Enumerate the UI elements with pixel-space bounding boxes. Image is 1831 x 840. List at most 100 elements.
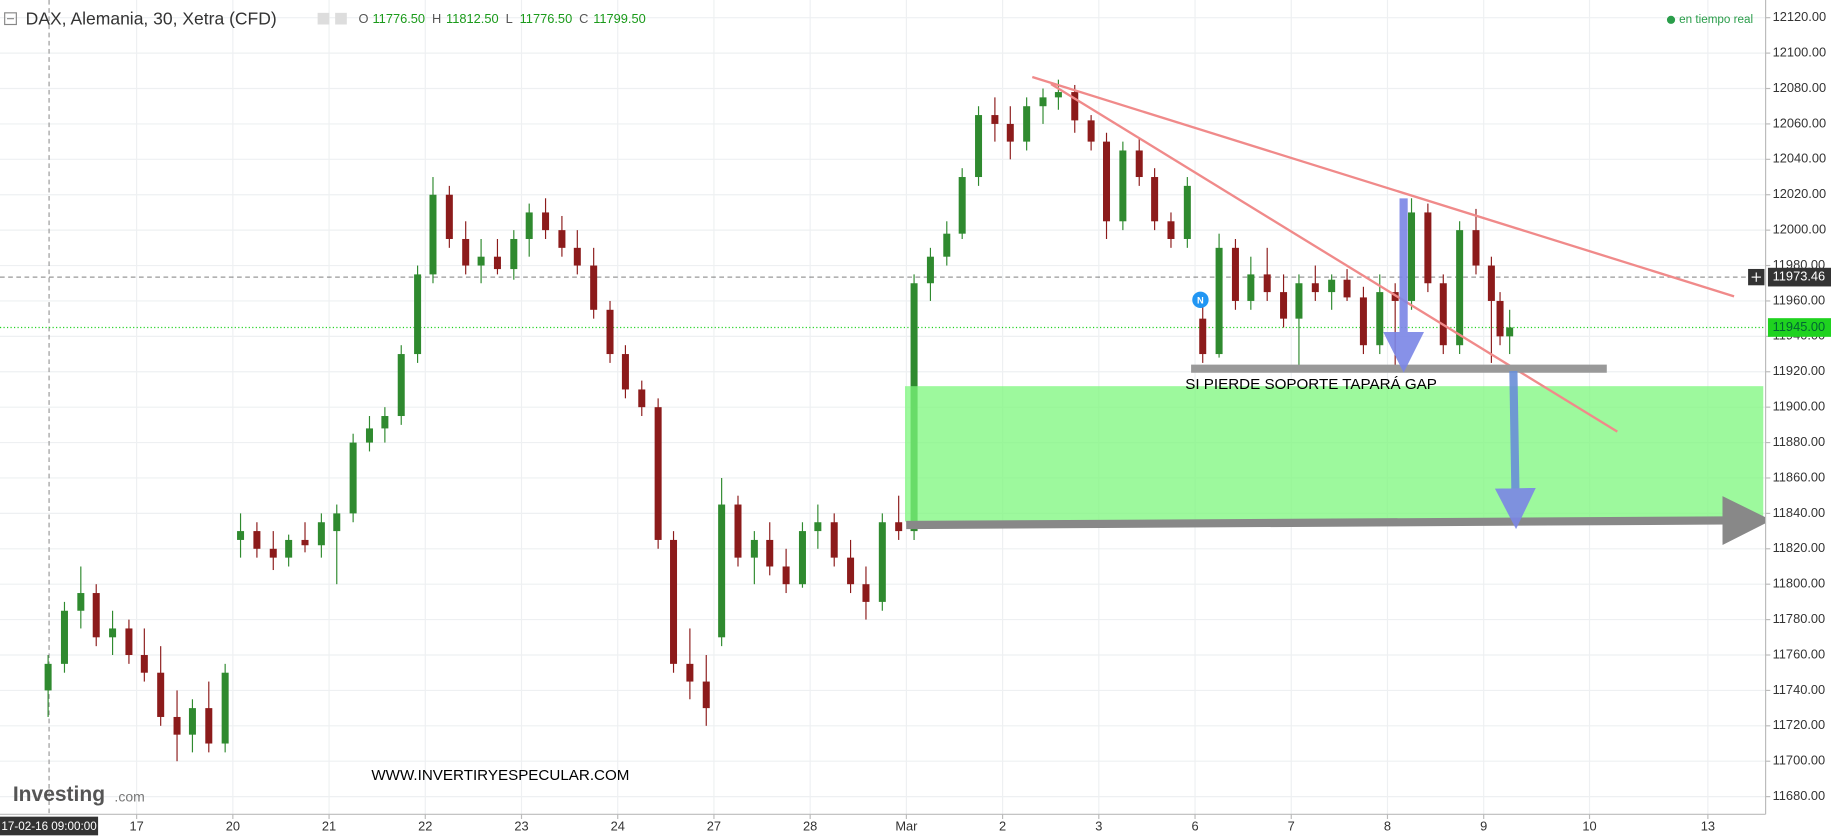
candle-body: [1311, 283, 1319, 293]
candle-body: [1472, 230, 1480, 266]
y-tick-label: 12080.00: [1773, 80, 1827, 95]
candle-body: [702, 681, 710, 709]
axis-labels: 11680.00 11700.00 11720.00 11740.00 11760.00…: [0, 9, 1831, 836]
candle-body: [493, 256, 501, 270]
candle-body: [878, 522, 886, 602]
candle-body: [1456, 230, 1464, 346]
candle-body: [1135, 150, 1143, 178]
x-tick-label: 21: [322, 819, 336, 834]
candle-body: [542, 212, 550, 231]
price-marker: [1767, 318, 1831, 337]
y-tick-label: 12000.00: [1773, 222, 1827, 237]
down-arrow: [1494, 370, 1536, 530]
candle-body: [365, 428, 373, 443]
candle-body: [44, 663, 52, 691]
candle-body: [253, 531, 261, 549]
candle-body: [1263, 274, 1271, 293]
x-tick-label: 20: [226, 819, 240, 834]
candle-body: [77, 593, 85, 611]
candle-body: [205, 708, 213, 744]
candle-body: [1054, 92, 1062, 98]
candle-body: [1071, 92, 1079, 121]
candle-body: [814, 522, 822, 532]
logo: Investing: [13, 783, 105, 806]
candle-body: [1231, 247, 1239, 301]
x-tick-label: 8: [1384, 819, 1391, 834]
y-tick-label: 11880.00: [1773, 434, 1826, 449]
candle-body: [766, 539, 774, 567]
settings-icon[interactable]: [317, 12, 330, 25]
candle-body: [397, 354, 405, 417]
candle-body: [1103, 141, 1111, 222]
ohlc-value: 11799.50: [593, 11, 646, 26]
candle-body: [847, 557, 855, 585]
x-tick-label: 7: [1288, 819, 1295, 834]
x-tick-label: 23: [514, 819, 528, 834]
y-tick-label: 12020.00: [1773, 186, 1827, 201]
ohlc-label: H: [432, 11, 441, 26]
candle-body: [1376, 292, 1384, 346]
candle-body: [670, 539, 678, 664]
x-tick-label: 24: [611, 819, 625, 834]
candle-body: [621, 354, 629, 390]
y-axis-bg: [1765, 0, 1831, 840]
candle-body: [140, 655, 148, 673]
status: en tiempo real: [1679, 13, 1753, 26]
candle-body: [1183, 185, 1191, 239]
candle-body: [606, 309, 614, 355]
ohlc-value: 11812.50: [446, 11, 499, 26]
candle-body: [638, 389, 646, 408]
candle-body: [1343, 279, 1351, 298]
candle-body: [1006, 123, 1014, 142]
news-marker-icon: N: [1197, 295, 1204, 305]
candle-body: [1487, 265, 1495, 301]
candle-body: [1506, 327, 1514, 337]
candle-body: [462, 238, 470, 266]
close-icon[interactable]: [335, 12, 347, 25]
candle-body: [109, 628, 117, 638]
x-tick-label: 27: [707, 819, 721, 834]
candle-body: [157, 672, 165, 717]
candle-body: [1439, 283, 1447, 346]
status-dot: [1666, 15, 1676, 24]
ohlc-label: C: [579, 11, 588, 26]
logo-suffix: .com: [114, 789, 144, 805]
candle-body: [958, 177, 966, 234]
x-tick-label: 3: [1095, 819, 1102, 834]
watermark: WWW.INVERTIRYESPECULAR.COM: [371, 767, 629, 784]
candle-body: [1328, 279, 1336, 293]
x-tick-label: 9: [1480, 819, 1487, 834]
trend-line: [1031, 75, 1735, 298]
ohlc-value: 11776.50: [520, 11, 573, 26]
candle-body: [60, 610, 68, 664]
collapse-icon[interactable]: [4, 12, 17, 26]
candle-body: [798, 531, 806, 585]
candle-body: [1295, 283, 1303, 319]
candle-body: [92, 593, 100, 638]
y-tick-label: 12060.00: [1773, 115, 1827, 130]
candle-body: [734, 504, 742, 558]
drawings: N SI PIERDE SOPORTE TAPARÁ GAP WWW.INVER…: [371, 75, 1772, 784]
x-tick-label: 2: [999, 819, 1006, 834]
crosshair-label: 17-02-16 09:00:00: [1, 820, 97, 833]
candle-body: [558, 230, 566, 248]
candle-body: [1215, 247, 1223, 355]
price-marker-label: 11945.00: [1773, 319, 1826, 334]
candle-body: [1496, 300, 1504, 337]
candle-body: [1247, 274, 1255, 301]
candle-body: [349, 442, 357, 514]
y-tick-label: 12040.00: [1773, 151, 1827, 166]
candle-body: [1359, 297, 1367, 346]
ohlc-label: O: [358, 11, 368, 26]
x-tick-label: 17: [129, 819, 143, 834]
candle-body: [991, 115, 999, 124]
x-tick-label: 22: [418, 819, 432, 834]
trend-line: [1050, 83, 1618, 433]
candle-body: [1424, 212, 1432, 284]
candle-body: [975, 115, 983, 178]
candle-body: [654, 407, 662, 540]
candle-body: [1087, 120, 1095, 142]
news-marker[interactable]: [1192, 291, 1209, 308]
